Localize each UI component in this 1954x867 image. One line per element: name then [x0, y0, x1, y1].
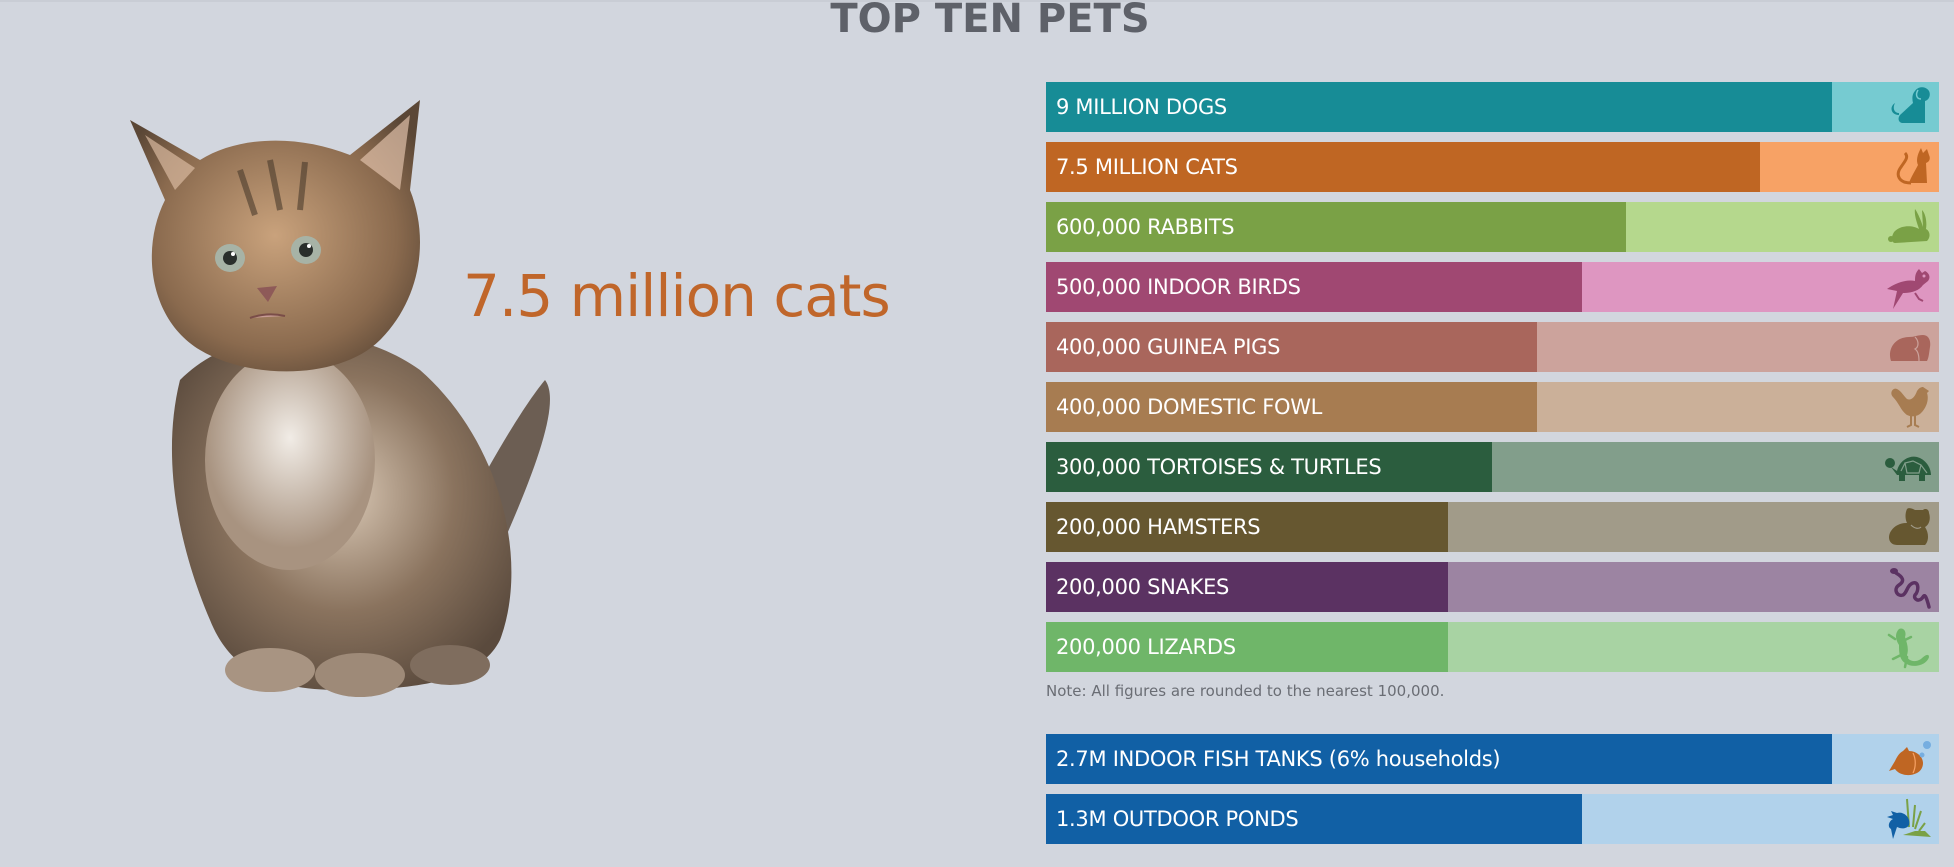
cat-icon — [1896, 148, 1930, 185]
bar-fill — [1046, 82, 1832, 132]
bar-label: 9 MILLION DOGS — [1056, 95, 1227, 119]
bar-label: 200,000 LIZARDS — [1056, 635, 1236, 659]
bar-fill — [1046, 794, 1582, 844]
bar-outdoor-ponds: 1.3M OUTDOOR PONDS — [1046, 794, 1939, 844]
bar-fill — [1046, 622, 1448, 672]
bar-indoor-birds: 500,000 INDOOR BIRDS — [1046, 262, 1939, 312]
bar-label: 400,000 GUINEA PIGS — [1056, 335, 1281, 359]
bar-label: 1.3M OUTDOOR PONDS — [1056, 807, 1299, 831]
bar-hamsters: 200,000 HAMSTERS — [1046, 502, 1939, 552]
top-border — [0, 0, 1954, 2]
chicken-icon — [1891, 387, 1929, 428]
bar-label: 2.7M INDOOR FISH TANKS (6% households) — [1056, 747, 1501, 771]
lizard-icon — [1887, 628, 1929, 669]
bar-fill — [1046, 502, 1448, 552]
bar-label: 200,000 HAMSTERS — [1056, 515, 1261, 539]
dog-icon — [1891, 87, 1930, 123]
fish-icon — [1889, 741, 1931, 776]
hamster-icon — [1889, 508, 1930, 545]
bar-snakes: 200,000 SNAKES — [1046, 562, 1939, 612]
bird-icon — [1887, 269, 1930, 309]
bar-fill — [1046, 202, 1626, 252]
bar-fill — [1046, 562, 1448, 612]
tortoise-icon — [1885, 456, 1931, 481]
bar-label: 7.5 MILLION CATS — [1056, 155, 1238, 179]
highlight-stat: 7.5 million cats — [463, 262, 891, 330]
bar-label: 200,000 SNAKES — [1056, 575, 1230, 599]
guinea-pig-icon — [1889, 335, 1931, 362]
bar-label: 300,000 TORTOISES & TURTLES — [1056, 455, 1382, 479]
bar-fill — [1046, 382, 1537, 432]
pond-fish-icon — [1887, 798, 1931, 839]
snake-icon — [1890, 568, 1931, 609]
bar-indoor-fish-tanks: 2.7M INDOOR FISH TANKS (6% households) — [1046, 734, 1939, 784]
rabbit-icon — [1888, 209, 1930, 243]
footnote: Note: All figures are rounded to the nea… — [1046, 682, 1445, 700]
bar-fill — [1046, 262, 1582, 312]
bar-lizards: 200,000 LIZARDS — [1046, 622, 1939, 672]
bar-label: 600,000 RABBITS — [1056, 215, 1235, 239]
kitten-photo — [130, 100, 550, 697]
bar-tortoises-turtles: 300,000 TORTOISES & TURTLES — [1046, 442, 1939, 492]
pets-bar-chart: 9 MILLION DOGS 7.5 MILLION CATS 600,000 … — [1046, 82, 1939, 682]
bar-fill — [1046, 734, 1832, 784]
bar-label: 400,000 DOMESTIC FOWL — [1056, 395, 1323, 419]
bar-fill — [1046, 322, 1537, 372]
bar-dogs: 9 MILLION DOGS — [1046, 82, 1939, 132]
bar-fill — [1046, 442, 1492, 492]
bar-domestic-fowl: 400,000 DOMESTIC FOWL — [1046, 382, 1939, 432]
bar-guinea-pigs: 400,000 GUINEA PIGS — [1046, 322, 1939, 372]
page-title: TOP TEN PETS — [830, 0, 1150, 42]
bar-label: 500,000 INDOOR BIRDS — [1056, 275, 1301, 299]
bar-cats: 7.5 MILLION CATS — [1046, 142, 1939, 192]
bar-fill — [1046, 142, 1760, 192]
bar-rabbits: 600,000 RABBITS — [1046, 202, 1939, 252]
fish-bar-chart: 2.7M INDOOR FISH TANKS (6% households) 1… — [1046, 734, 1939, 854]
